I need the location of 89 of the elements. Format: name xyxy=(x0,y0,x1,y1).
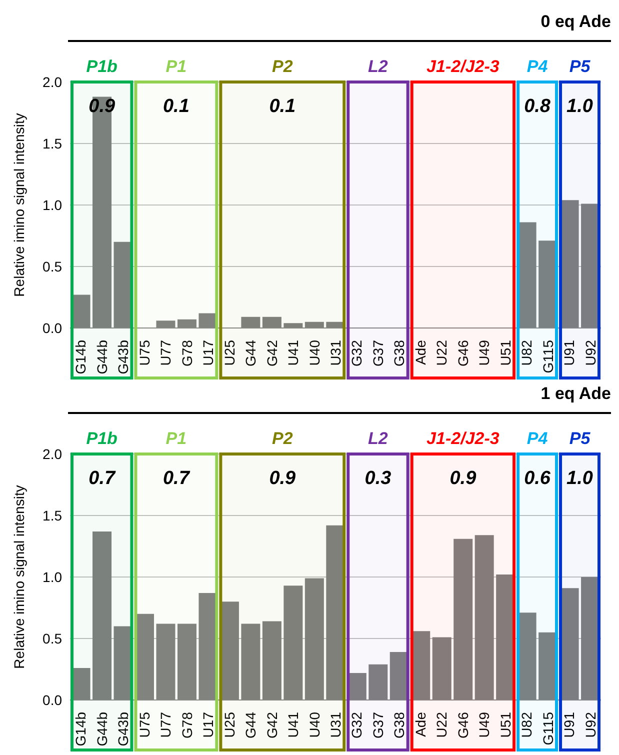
y-tick-label: 2.0 xyxy=(42,74,62,90)
annotation: 0.7 xyxy=(88,468,116,489)
y-tick-label: 0.5 xyxy=(42,630,62,646)
x-tick-label: G38 xyxy=(391,712,408,738)
y-axis-title: Relative imino signal intensity xyxy=(11,113,27,297)
annotation: 0.8 xyxy=(524,96,551,117)
x-tick-label: G115 xyxy=(540,340,556,374)
annotation: 1.0 xyxy=(566,468,594,489)
y-tick-label: 1.5 xyxy=(42,135,62,152)
band-label: P2 xyxy=(272,57,294,76)
x-tick-label: G44 xyxy=(242,340,259,366)
x-tick-label: G44b xyxy=(94,340,110,374)
chart-title: 0 eq Ade xyxy=(68,8,611,42)
annotation: 0.3 xyxy=(364,468,392,489)
annotation: 0.9 xyxy=(269,468,296,489)
annotation: 1.0 xyxy=(566,96,594,117)
x-tick-label: U41 xyxy=(285,712,302,738)
y-tick-label: 1.5 xyxy=(42,507,62,524)
x-tick-label: U77 xyxy=(158,340,174,366)
x-tick-label: U22 xyxy=(434,340,450,366)
x-tick-label: U40 xyxy=(306,340,322,366)
x-tick-label: U17 xyxy=(200,340,216,366)
x-tick-label: Ade xyxy=(412,340,428,365)
x-tick-label: G115 xyxy=(540,712,556,746)
x-tick-label: U51 xyxy=(497,340,514,366)
x-tick-label: U92 xyxy=(582,340,598,366)
x-tick-label: G14b xyxy=(72,340,89,374)
x-tick-label: G78 xyxy=(178,712,195,738)
x-tick-label: U77 xyxy=(158,712,174,738)
x-tick-label: Ade xyxy=(412,712,428,737)
x-tick-label: U91 xyxy=(561,712,578,738)
x-tick-label: U92 xyxy=(582,712,598,738)
x-tick-label: U75 xyxy=(136,340,152,366)
x-tick-label: U82 xyxy=(518,340,535,366)
x-tick-label: U49 xyxy=(476,712,492,738)
y-tick-label: 2.0 xyxy=(42,446,62,462)
band-label: P1 xyxy=(166,57,187,76)
band-label: P5 xyxy=(569,57,591,76)
band-label: J1-2/J2-3 xyxy=(426,429,500,448)
y-tick-label: 0.5 xyxy=(42,258,62,274)
x-tick-label: U91 xyxy=(561,340,578,366)
band-label: P4 xyxy=(526,429,548,448)
x-tick-label: G42 xyxy=(264,712,280,738)
x-tick-label: G42 xyxy=(264,340,280,366)
x-tick-label: G44b xyxy=(94,712,110,746)
x-tick-label: G46 xyxy=(454,340,471,366)
x-tick-label: U82 xyxy=(518,712,535,738)
annotation: 0.9 xyxy=(450,468,477,489)
x-tick-label: U25 xyxy=(221,340,238,366)
band-label: P2 xyxy=(272,429,294,448)
x-tick-label: G37 xyxy=(370,340,386,366)
x-tick-label: U22 xyxy=(434,712,450,738)
x-tick-label: G32 xyxy=(348,340,365,366)
x-tick-label: G14b xyxy=(72,712,89,746)
band-label: L2 xyxy=(368,429,388,448)
x-tick-label: U17 xyxy=(200,712,216,738)
band-label: J1-2/J2-3 xyxy=(426,57,500,76)
x-tick-label: U31 xyxy=(328,712,344,738)
annotation: 0.7 xyxy=(162,468,191,489)
x-tick-label: G37 xyxy=(370,712,386,738)
chart-title: 1 eq Ade xyxy=(68,380,611,414)
x-tick-label: U25 xyxy=(221,712,238,738)
x-tick-label: U51 xyxy=(497,712,514,738)
band-label: P1 xyxy=(166,429,187,448)
y-tick-label: 0.0 xyxy=(42,692,62,708)
band-label: P1b xyxy=(86,57,118,76)
band-label: P5 xyxy=(569,429,591,448)
x-tick-label: G38 xyxy=(391,340,408,366)
band-label: P1b xyxy=(86,429,118,448)
x-tick-label: U41 xyxy=(285,340,302,366)
x-tick-label: G44 xyxy=(242,712,259,738)
annotation: 0.1 xyxy=(269,96,296,117)
y-tick-label: 1.0 xyxy=(42,196,62,213)
x-tick-label: G43b xyxy=(115,340,132,374)
x-tick-label: U75 xyxy=(136,712,152,738)
x-tick-label: U40 xyxy=(306,712,322,738)
annotation: 0.6 xyxy=(524,468,551,489)
x-tick-label: G32 xyxy=(348,712,365,738)
x-tick-label: U49 xyxy=(476,340,492,366)
x-tick-label: U31 xyxy=(328,340,344,366)
y-tick-label: 0.0 xyxy=(42,320,62,336)
band-label: L2 xyxy=(368,57,388,76)
band-label: P4 xyxy=(526,57,548,76)
x-tick-label: G46 xyxy=(454,712,471,738)
x-tick-label: G43b xyxy=(115,712,132,746)
y-axis-title: Relative imino signal intensity xyxy=(11,485,27,669)
x-tick-label: G78 xyxy=(178,340,195,366)
y-tick-label: 1.0 xyxy=(42,568,62,585)
annotation: 0.1 xyxy=(162,96,190,117)
